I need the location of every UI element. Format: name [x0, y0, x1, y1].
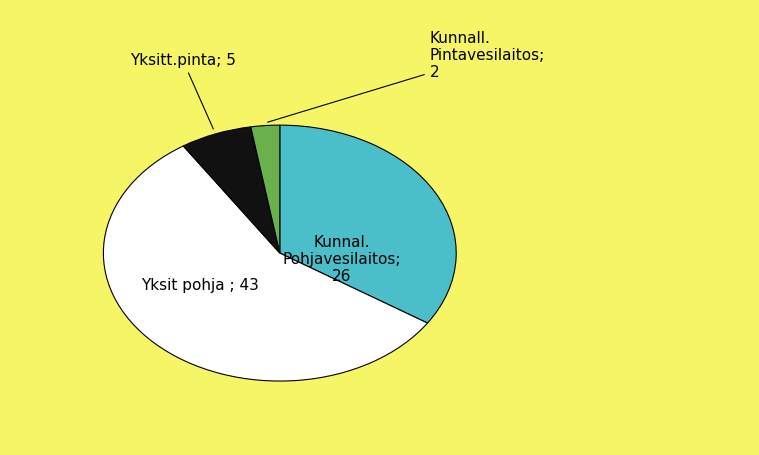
Text: Yksit pohja ; 43: Yksit pohja ; 43 [141, 278, 260, 293]
Wedge shape [184, 127, 280, 253]
Text: Kunnall.
Pintavesilaitos;
2: Kunnall. Pintavesilaitos; 2 [268, 30, 545, 122]
Wedge shape [280, 125, 456, 323]
Wedge shape [250, 125, 280, 253]
Text: Yksitt.pinta; 5: Yksitt.pinta; 5 [130, 52, 236, 129]
Text: Kunnal.
Pohjavesilaitos;
26: Kunnal. Pohjavesilaitos; 26 [282, 235, 401, 284]
Wedge shape [103, 146, 427, 381]
